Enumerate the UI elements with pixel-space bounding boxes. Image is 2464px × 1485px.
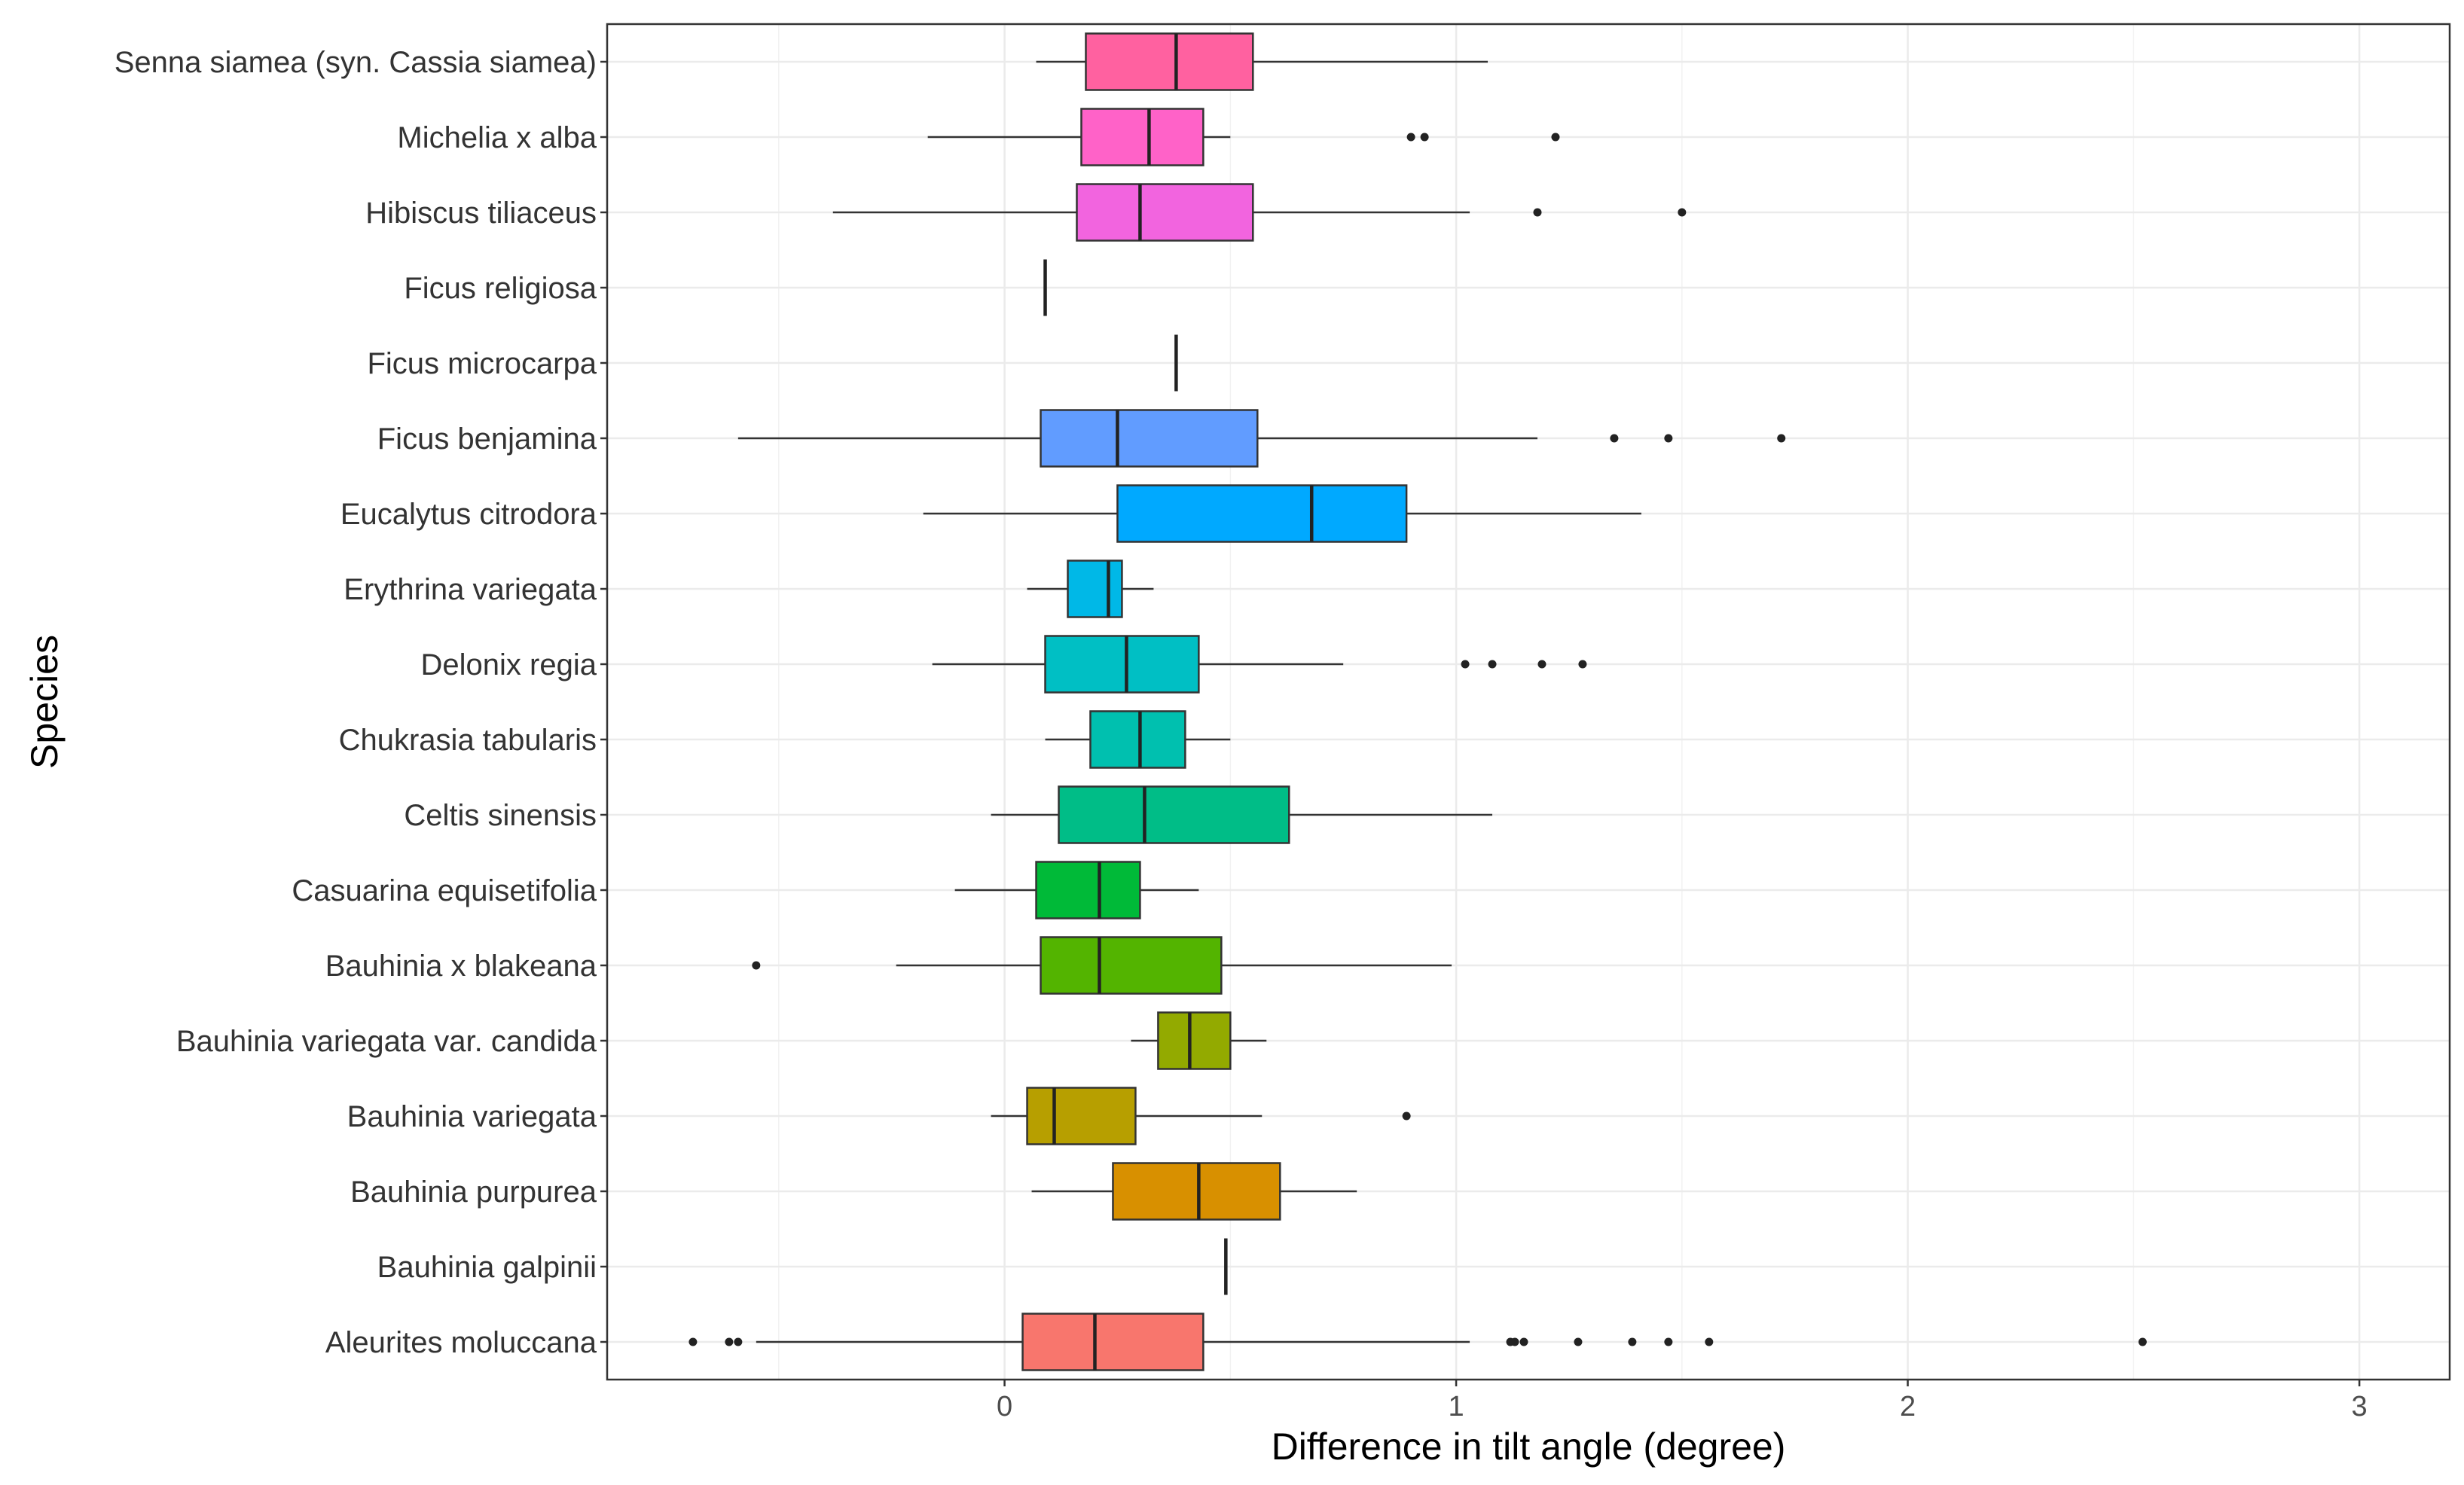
outlier-point	[1533, 208, 1542, 217]
box-5	[737, 409, 1786, 468]
outlier-point	[1574, 1337, 1583, 1346]
box-iqr	[1157, 1011, 1232, 1070]
outlier-point	[1664, 434, 1673, 443]
box-2	[832, 183, 1687, 242]
box-iqr	[1076, 183, 1254, 242]
outlier-point	[1519, 1337, 1528, 1346]
box-iqr	[1021, 1313, 1205, 1371]
boxes	[689, 32, 2147, 1371]
outlier-point	[1777, 434, 1786, 443]
outlier-point	[1461, 660, 1470, 669]
outlier-point	[752, 961, 761, 970]
outlier-point	[1537, 660, 1546, 669]
outlier-point	[1664, 1337, 1673, 1346]
y-tick-label: Bauhinia x blakeana	[325, 950, 597, 983]
outlier-point	[1402, 1111, 1411, 1121]
x-axis-ticks: 0 1 2 3	[997, 1380, 2368, 1422]
x-tick-label: 2	[1900, 1391, 1916, 1422]
box-iqr	[1058, 785, 1290, 844]
outlier-point	[725, 1337, 734, 1346]
box-15	[1031, 1162, 1357, 1221]
y-tick-label: Bauhinia galpinii	[377, 1251, 597, 1284]
x-tick-label: 3	[2352, 1391, 2368, 1422]
box-iqr	[1085, 32, 1254, 91]
outlier-point	[1678, 208, 1687, 217]
box-iqr	[1067, 560, 1123, 618]
y-tick-label: Ficus benjamina	[377, 422, 597, 456]
outlier-point	[734, 1337, 743, 1346]
box-9	[1045, 710, 1231, 769]
y-axis-ticks: Senna siamea (syn. Cassia siamea) Micheli…	[114, 46, 607, 1359]
box-6	[923, 484, 1641, 543]
y-tick-label: Bauhinia purpurea	[350, 1175, 597, 1209]
outlier-point	[1420, 133, 1429, 142]
box-0	[1036, 32, 1488, 91]
box-iqr	[1112, 1162, 1281, 1221]
outlier-point	[689, 1337, 698, 1346]
y-tick-label: Michelia x alba	[397, 121, 597, 154]
outlier-point	[1488, 660, 1497, 669]
y-tick-label: Hibiscus tiliaceus	[365, 197, 597, 230]
outlier-point	[1510, 1337, 1519, 1346]
box-iqr	[1026, 1087, 1137, 1145]
box-iqr	[1035, 861, 1141, 919]
y-axis-title: Species	[23, 635, 66, 769]
box-14	[991, 1087, 1411, 1145]
outlier-point	[1551, 133, 1560, 142]
outlier-point	[2138, 1337, 2147, 1346]
outlier-point	[1578, 660, 1587, 669]
y-tick-label: Ficus religiosa	[404, 272, 597, 305]
y-tick-label: Celtis sinensis	[404, 799, 597, 832]
y-tick-label: Eucalytus citrodora	[340, 498, 597, 531]
outlier-point	[1406, 133, 1415, 142]
box-iqr	[1080, 108, 1205, 166]
x-tick-label: 0	[997, 1391, 1012, 1422]
box-iqr	[1089, 710, 1186, 769]
y-tick-label: Bauhinia variegata	[347, 1100, 597, 1133]
y-tick-label: Aleurites moluccana	[325, 1326, 597, 1359]
box-17	[689, 1313, 2147, 1371]
x-tick-label: 1	[1449, 1391, 1464, 1422]
outlier-point	[1610, 434, 1619, 443]
plot-border	[606, 23, 2451, 1381]
box-iqr	[1116, 484, 1408, 543]
y-tick-label: Erythrina variegata	[343, 573, 597, 606]
y-tick-label: Ficus microcarpa	[367, 347, 597, 380]
box-10	[991, 785, 1493, 844]
box-1	[927, 108, 1560, 166]
outlier-point	[1628, 1337, 1637, 1346]
box-8	[932, 635, 1587, 694]
outlier-point	[1705, 1337, 1714, 1346]
box-11	[954, 861, 1199, 919]
box-12	[752, 936, 1452, 995]
box-iqr	[1040, 409, 1259, 468]
x-axis-title: Difference in tilt angle (degree)	[1272, 1426, 1786, 1468]
y-tick-label: Bauhinia variegata var. candida	[176, 1025, 597, 1058]
y-tick-label: Senna siamea (syn. Cassia siamea)	[114, 46, 597, 79]
y-tick-label: Delonix regia	[421, 648, 597, 682]
box-iqr	[1044, 635, 1200, 694]
box-7	[1027, 560, 1154, 618]
plot-background	[607, 24, 2450, 1380]
box-iqr	[1040, 936, 1223, 995]
y-tick-label: Chukrasia tabularis	[339, 724, 597, 757]
box-13	[1131, 1011, 1267, 1070]
y-tick-label: Casuarina equisetifolia	[292, 874, 597, 907]
